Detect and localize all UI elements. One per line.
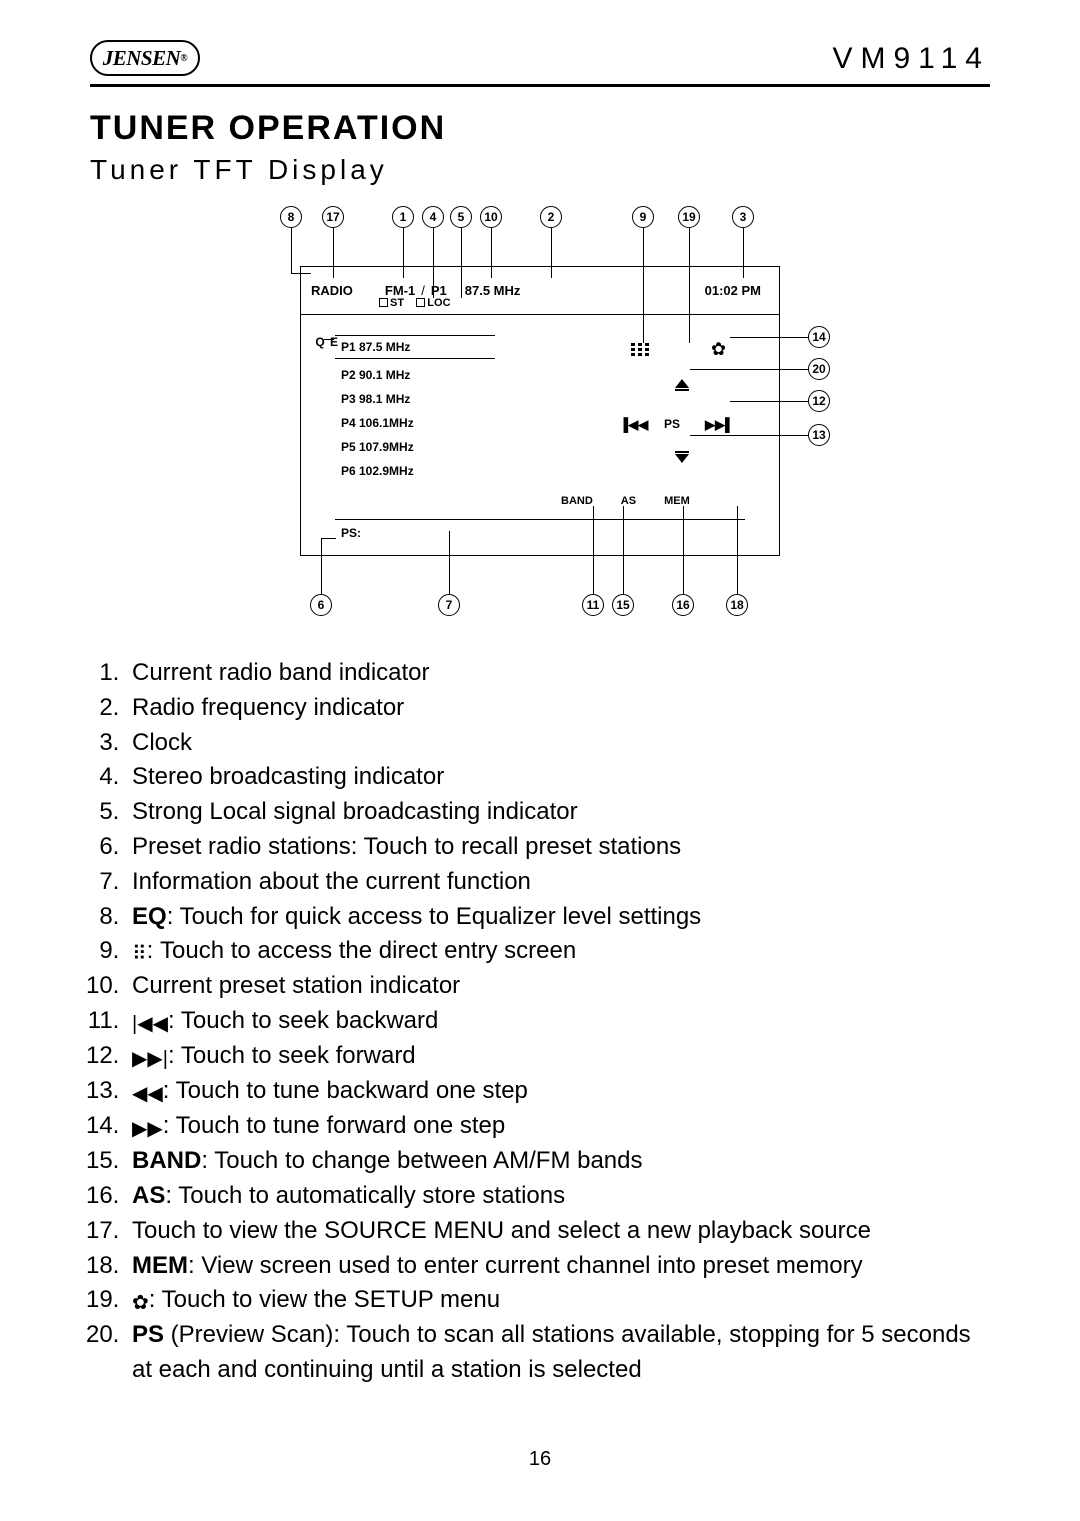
band-button[interactable]: BAND bbox=[561, 495, 593, 507]
legend-item: Stereo broadcasting indicator bbox=[126, 760, 990, 795]
model-number: VM9114 bbox=[832, 42, 990, 76]
callout-6: 6 bbox=[310, 594, 332, 616]
band-indicator: FM-1 bbox=[385, 283, 415, 298]
callout-13: 13 bbox=[808, 424, 830, 446]
legend-item: MEM: View screen used to enter current c… bbox=[126, 1249, 990, 1284]
legend-item: ⠿: Touch to access the direct entry scre… bbox=[126, 934, 990, 969]
callout-19: 19 bbox=[678, 206, 700, 228]
legend-item: ◀◀: Touch to tune backward one step bbox=[126, 1074, 990, 1109]
tuner-diagram: 8171451029193 14201213 6711151618 RADIO … bbox=[240, 206, 840, 626]
callout-12: 12 bbox=[808, 390, 830, 412]
callout-15: 15 bbox=[612, 594, 634, 616]
callout-2: 2 bbox=[540, 206, 562, 228]
seek-forward-icon[interactable]: ▶▶▌ bbox=[705, 417, 734, 433]
preset-item[interactable]: P4 106.1MHz bbox=[335, 411, 495, 435]
stereo-indicator: ST bbox=[390, 297, 404, 309]
frequency-indicator: 87.5 MHz bbox=[465, 283, 521, 298]
callout-16: 16 bbox=[672, 594, 694, 616]
callout-20: 20 bbox=[808, 358, 830, 380]
callout-17: 17 bbox=[322, 206, 344, 228]
legend-item: Touch to view the SOURCE MENU and select… bbox=[126, 1214, 990, 1249]
tune-up-icon[interactable] bbox=[675, 379, 689, 391]
legend-item: Information about the current function bbox=[126, 865, 990, 900]
legend-item: BAND: Touch to change between AM/FM band… bbox=[126, 1144, 990, 1179]
st-loc-indicators: ST LOC bbox=[379, 297, 451, 309]
legend-item: ▶▶: Touch to tune forward one step bbox=[126, 1109, 990, 1144]
radio-label: RADIO bbox=[311, 283, 353, 298]
keypad-icon[interactable] bbox=[631, 343, 649, 357]
page-header: JENSEN® VM9114 bbox=[90, 40, 990, 76]
seek-back-icon[interactable]: ▐◀◀ bbox=[619, 417, 648, 433]
brand-logo: JENSEN® bbox=[90, 40, 200, 76]
local-indicator: LOC bbox=[427, 297, 450, 309]
brand-text: JENSEN bbox=[103, 46, 181, 71]
legend-list: Current radio band indicatorRadio freque… bbox=[90, 656, 990, 1388]
legend-item: Clock bbox=[126, 726, 990, 761]
preset-list: P1 87.5 MHz P2 90.1 MHz P3 98.1 MHz P4 1… bbox=[335, 335, 495, 483]
tft-screen: RADIO FM-1 / P1 87.5 MHz 01:02 PM ST LOC… bbox=[300, 266, 780, 556]
page-subtitle: Tuner TFT Display bbox=[90, 154, 990, 186]
preset-item[interactable]: P2 90.1 MHz bbox=[335, 363, 495, 387]
legend-item: AS: Touch to automatically store station… bbox=[126, 1179, 990, 1214]
callout-11: 11 bbox=[582, 594, 604, 616]
callout-18: 18 bbox=[726, 594, 748, 616]
mem-button[interactable]: MEM bbox=[664, 495, 690, 507]
top-status-bar: RADIO FM-1 / P1 87.5 MHz 01:02 PM bbox=[301, 267, 779, 315]
page-title: TUNER OPERATION bbox=[90, 109, 990, 148]
legend-item: |◀◀: Touch to seek backward bbox=[126, 1004, 990, 1039]
legend-item: PS (Preview Scan): Touch to scan all sta… bbox=[126, 1318, 990, 1388]
legend-item: Radio frequency indicator bbox=[126, 691, 990, 726]
preset-item[interactable]: P3 98.1 MHz bbox=[335, 387, 495, 411]
callout-8: 8 bbox=[280, 206, 302, 228]
legend-item: Current radio band indicator bbox=[126, 656, 990, 691]
legend-item: Strong Local signal broadcasting indicat… bbox=[126, 795, 990, 830]
callout-9: 9 bbox=[632, 206, 654, 228]
callout-5: 5 bbox=[450, 206, 472, 228]
page-number: 16 bbox=[90, 1448, 990, 1471]
legend-item: ✿: Touch to view the SETUP menu bbox=[126, 1283, 990, 1318]
callout-10: 10 bbox=[480, 206, 502, 228]
ps-button[interactable]: PS bbox=[664, 417, 680, 431]
callout-7: 7 bbox=[438, 594, 460, 616]
gear-icon[interactable]: ✿ bbox=[711, 339, 726, 360]
legend-item: Preset radio stations: Touch to recall p… bbox=[126, 830, 990, 865]
tune-down-icon[interactable] bbox=[675, 451, 689, 463]
legend-item: EQ: Touch for quick access to Equalizer … bbox=[126, 900, 990, 935]
legend-item: ▶▶|: Touch to seek forward bbox=[126, 1039, 990, 1074]
preset-item[interactable]: P1 87.5 MHz bbox=[335, 335, 495, 359]
legend-item: Current preset station indicator bbox=[126, 969, 990, 1004]
callout-3: 3 bbox=[732, 206, 754, 228]
callout-1: 1 bbox=[392, 206, 414, 228]
preset-item[interactable]: P6 102.9MHz bbox=[335, 459, 495, 483]
callout-4: 4 bbox=[422, 206, 444, 228]
clock-display: 01:02 PM bbox=[705, 283, 761, 298]
preset-item[interactable]: P5 107.9MHz bbox=[335, 435, 495, 459]
header-rule bbox=[90, 84, 990, 87]
callout-14: 14 bbox=[808, 326, 830, 348]
